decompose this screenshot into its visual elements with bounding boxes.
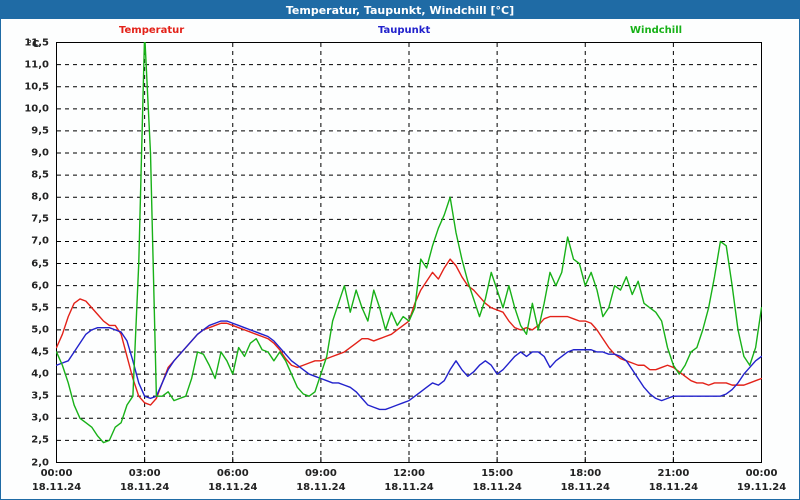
y-axis-tick-label: 5,0 (31, 324, 49, 336)
y-axis-tick-label: 6,0 (31, 280, 49, 292)
y-axis-tick-label: 11,5 (24, 37, 49, 48)
x-axis-tick-date: 18.11.24 (384, 482, 434, 493)
x-axis-tick-date: 18.11.24 (648, 482, 699, 493)
x-axis-tick-time: 21:00 (657, 468, 690, 479)
x-axis-tick-time: 09:00 (304, 468, 337, 479)
x-axis-tick-label: 00:00 19.11.24 (727, 468, 797, 493)
x-axis-tick-label: 00:00 18.11.24 (22, 468, 92, 493)
page-title: Temperatur, Taupunkt, Windchill [°C] (285, 3, 515, 17)
x-axis-tick-time: 18:00 (569, 468, 602, 479)
x-axis-tick-time: 03:00 (128, 468, 161, 479)
y-axis-tick-label: 2,0 (31, 457, 49, 468)
y-axis-tick-label: 11,0 (24, 59, 49, 71)
series-line-windchill (56, 42, 762, 444)
x-axis-tick-label: 03:00 18.11.24 (110, 468, 180, 493)
chart-canvas (56, 42, 762, 463)
axis-tick-marks (56, 457, 762, 462)
x-axis-tick-time: 12:00 (393, 468, 425, 479)
x-axis-tick-time: 15:00 (481, 468, 514, 479)
y-axis-tick-label: 4,5 (31, 346, 49, 358)
x-axis-tick-label: 12:00 18.11.24 (374, 468, 444, 493)
y-axis-tick-label: 2,5 (31, 434, 49, 446)
y-axis-unit-label: °C (27, 39, 40, 50)
legend-item-taupunkt: Taupunkt (378, 25, 431, 36)
chart-legend: Temperatur Taupunkt Windchill (1, 25, 799, 39)
x-axis-tick-time: 06:00 (216, 468, 249, 479)
x-axis-tick-label: 21:00 18.11.24 (638, 468, 708, 493)
y-axis-tick-label: 8,5 (31, 169, 49, 181)
x-axis-tick-date: 18.11.24 (31, 482, 82, 493)
plot-area (56, 42, 762, 463)
window-title-bar: Temperatur, Taupunkt, Windchill [°C] (1, 1, 799, 19)
x-axis-tick-date: 18.11.24 (560, 482, 610, 493)
y-axis-tick-label: 9,0 (31, 147, 49, 159)
x-axis-tick-date: 18.11.24 (208, 482, 258, 493)
data-series-layer (56, 42, 762, 444)
y-axis-tick-label: 3,5 (31, 390, 49, 402)
y-axis-tick-label: 9,5 (31, 125, 49, 137)
y-axis-tick-label: 4,0 (31, 368, 49, 380)
x-axis-tick-date: 18.11.24 (472, 482, 522, 493)
x-axis-tick-label: 09:00 18.11.24 (286, 468, 356, 493)
x-axis-tick-time: 00:00 (40, 468, 73, 479)
y-axis-tick-label: 7,5 (31, 213, 49, 225)
x-axis-tick-label: 06:00 18.11.24 (198, 468, 268, 493)
y-axis-tick-label: 10,0 (24, 103, 49, 115)
y-axis-tick-label: 5,5 (31, 302, 49, 314)
x-axis-tick-date: 18.11.24 (296, 482, 346, 493)
y-axis-tick-label: 7,0 (31, 235, 49, 247)
vertical-gridlines (144, 43, 674, 462)
y-axis-tick-label: 10,5 (24, 81, 49, 93)
x-axis-tick-date: 18.11.24 (119, 482, 170, 493)
y-axis-tick-label: 6,5 (31, 258, 49, 270)
y-axis-tick-label: 3,0 (31, 412, 49, 424)
series-line-taupunkt (56, 320, 762, 411)
x-axis-tick-label: 15:00 18.11.24 (462, 468, 532, 493)
y-axis-tick-label: 8,0 (31, 191, 49, 203)
x-axis-tick-label: 18:00 18.11.24 (550, 468, 620, 493)
x-axis-tick-time: 00:00 (745, 468, 778, 479)
legend-item-windchill: Windchill (630, 25, 683, 36)
legend-item-temperatur: Temperatur (119, 25, 185, 36)
x-axis-tick-date: 19.11.24 (736, 482, 787, 493)
